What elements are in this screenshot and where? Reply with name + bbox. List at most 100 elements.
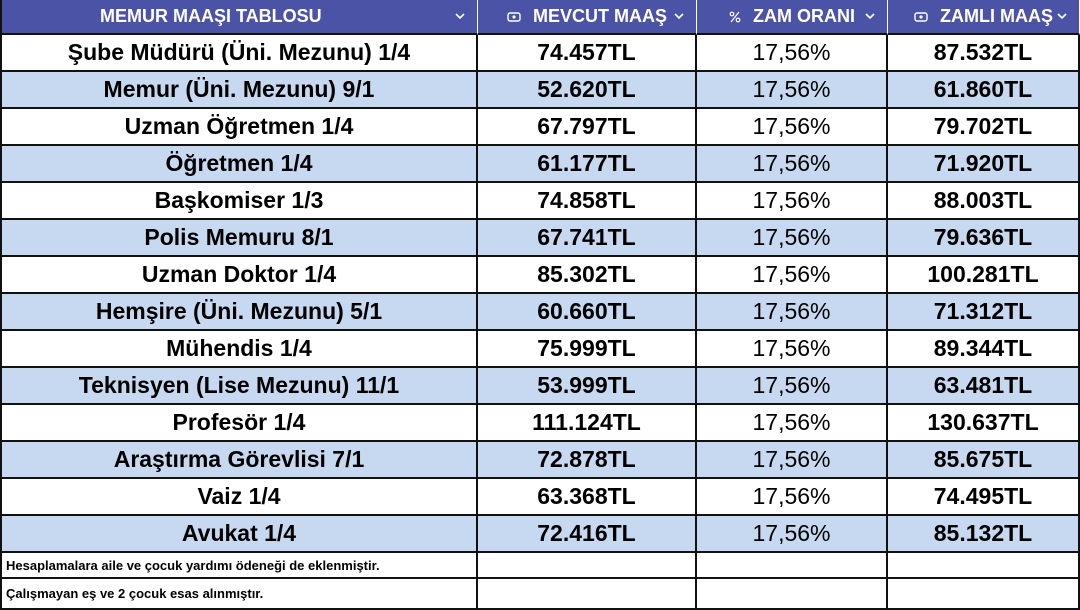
table-cell-text: 17,56% bbox=[752, 446, 831, 472]
table-cell-text: 72.878TL bbox=[537, 446, 636, 472]
table-cell: 79.702TL bbox=[888, 109, 1080, 146]
column-header[interactable]: MEMUR MAAŞI TABLOSU bbox=[0, 0, 478, 35]
table-cell-text: 85.675TL bbox=[933, 446, 1033, 472]
column-header[interactable]: ZAM ORANI bbox=[697, 0, 888, 35]
empty-cell bbox=[697, 553, 888, 579]
table-cell-text: 17,56% bbox=[752, 409, 831, 435]
table-cell: Uzman Öğretmen 1/4 bbox=[0, 109, 478, 146]
dropdown-chevron[interactable] bbox=[455, 12, 465, 20]
table-cell: Teknisyen (Lise Mezunu) 11/1 bbox=[0, 368, 478, 405]
table-cell: 17,56% bbox=[697, 72, 888, 109]
table-cell-text: 111.124TL bbox=[532, 409, 641, 435]
table-cell: 85.132TL bbox=[888, 516, 1080, 553]
table-cell-text: 17,56% bbox=[752, 224, 831, 250]
table-cell: 79.636TL bbox=[888, 220, 1080, 257]
table-cell: 60.660TL bbox=[478, 294, 697, 331]
table-cell-text: Öğretmen 1/4 bbox=[165, 150, 313, 176]
table-cell-text: 17,56% bbox=[752, 150, 831, 176]
currency-icon bbox=[507, 11, 521, 22]
table-cell: 71.920TL bbox=[888, 146, 1080, 183]
column-header[interactable]: ZAMLI MAAŞ bbox=[888, 0, 1080, 35]
table-cell: 17,56% bbox=[697, 220, 888, 257]
table-cell: 85.675TL bbox=[888, 442, 1080, 479]
table-cell-text: 85.132TL bbox=[933, 520, 1033, 546]
table-cell-text: Uzman Öğretmen 1/4 bbox=[124, 113, 354, 139]
footnote-text: Hesaplamalara aile ve çocuk yardımı öden… bbox=[6, 557, 380, 573]
table-cell-text: 17,56% bbox=[752, 372, 831, 398]
table-cell-text: 75.999TL bbox=[537, 335, 636, 361]
table-cell-text: Uzman Doktor 1/4 bbox=[141, 261, 337, 287]
dropdown-chevron[interactable] bbox=[865, 12, 875, 20]
table-cell-text: 79.636TL bbox=[933, 224, 1033, 250]
table-cell-text: 74.495TL bbox=[933, 483, 1033, 509]
table-cell: 87.532TL bbox=[888, 35, 1080, 72]
table-cell-text: 61.177TL bbox=[537, 150, 636, 176]
table-cell: 17,56% bbox=[697, 35, 888, 72]
footnote: Çalışmayan eş ve 2 çocuk esas alınmıştır… bbox=[0, 579, 478, 610]
table-cell: 17,56% bbox=[697, 368, 888, 405]
table-cell: 111.124TL bbox=[478, 405, 697, 442]
table-cell: 53.999TL bbox=[478, 368, 697, 405]
footnote: Hesaplamalara aile ve çocuk yardımı öden… bbox=[0, 553, 478, 579]
footnote-text: Çalışmayan eş ve 2 çocuk esas alınmıştır… bbox=[6, 586, 264, 601]
table-cell-text: Memur (Üni. Mezunu) 9/1 bbox=[103, 76, 375, 102]
table-cell: 67.797TL bbox=[478, 109, 697, 146]
table-cell-text: 17,56% bbox=[752, 483, 831, 509]
table-cell: 17,56% bbox=[697, 516, 888, 553]
empty-cell bbox=[478, 553, 697, 579]
percent-icon bbox=[729, 11, 741, 22]
table-cell: 74.457TL bbox=[478, 35, 697, 72]
table-cell-text: 60.660TL bbox=[537, 298, 636, 324]
table-cell: 17,56% bbox=[697, 405, 888, 442]
table-cell: 89.344TL bbox=[888, 331, 1080, 368]
empty-cell bbox=[697, 579, 888, 610]
empty-cell bbox=[888, 553, 1080, 579]
table-cell-text: 53.999TL bbox=[537, 372, 636, 398]
table-cell: 71.312TL bbox=[888, 294, 1080, 331]
column-header[interactable]: MEVCUT MAAŞ bbox=[478, 0, 697, 35]
table-cell-text: 17,56% bbox=[752, 39, 831, 65]
table-cell-text: 17,56% bbox=[752, 76, 831, 102]
table-cell-text: 17,56% bbox=[752, 520, 831, 546]
table-cell-text: Başkomiser 1/3 bbox=[154, 187, 324, 213]
table-cell-text: 72.416TL bbox=[537, 520, 636, 546]
table-cell: 72.878TL bbox=[478, 442, 697, 479]
table-cell-text: 74.858TL bbox=[537, 187, 636, 213]
table-cell: Uzman Doktor 1/4 bbox=[0, 257, 478, 294]
table-cell-text: 63.368TL bbox=[537, 483, 636, 509]
table-cell: 130.637TL bbox=[888, 405, 1080, 442]
table-cell-text: 100.281TL bbox=[927, 261, 1039, 287]
column-header-text: MEMUR MAAŞI TABLOSU bbox=[100, 6, 322, 26]
table-cell: 88.003TL bbox=[888, 183, 1080, 220]
table-cell: 17,56% bbox=[697, 109, 888, 146]
table-cell-text: Vaiz 1/4 bbox=[197, 483, 281, 509]
table-cell: 72.416TL bbox=[478, 516, 697, 553]
table-cell: Araştırma Görevlisi 7/1 bbox=[0, 442, 478, 479]
table-cell: 63.368TL bbox=[478, 479, 697, 516]
table-cell-text: 61.860TL bbox=[933, 76, 1033, 102]
table-cell-text: 52.620TL bbox=[537, 76, 636, 102]
table-cell: 17,56% bbox=[697, 442, 888, 479]
table-cell: 61.860TL bbox=[888, 72, 1080, 109]
table-cell-text: Şube Müdürü (Üni. Mezunu) 1/4 bbox=[67, 39, 411, 65]
table-cell: Profesör 1/4 bbox=[0, 405, 478, 442]
table-cell: Mühendis 1/4 bbox=[0, 331, 478, 368]
dropdown-chevron[interactable] bbox=[674, 12, 684, 20]
table-cell-text: Mühendis 1/4 bbox=[166, 335, 312, 361]
column-header-text: ZAMLI MAAŞ bbox=[940, 6, 1053, 26]
table-cell-text: 89.344TL bbox=[933, 335, 1033, 361]
empty-cell bbox=[478, 579, 697, 610]
table-cell-text: 63.481TL bbox=[933, 372, 1033, 398]
table-cell-text: 71.920TL bbox=[933, 150, 1033, 176]
table-cell-text: 85.302TL bbox=[537, 261, 636, 287]
table-cell: Hemşire (Üni. Mezunu) 5/1 bbox=[0, 294, 478, 331]
table-cell: 17,56% bbox=[697, 183, 888, 220]
table-cell: 67.741TL bbox=[478, 220, 697, 257]
table-cell: 61.177TL bbox=[478, 146, 697, 183]
table-cell: Polis Memuru 8/1 bbox=[0, 220, 478, 257]
dropdown-chevron[interactable] bbox=[1057, 12, 1067, 20]
table-cell-text: 67.797TL bbox=[537, 113, 636, 139]
table-cell-text: 87.532TL bbox=[933, 39, 1033, 65]
table-cell: 100.281TL bbox=[888, 257, 1080, 294]
table-cell-text: 130.637TL bbox=[927, 409, 1039, 435]
